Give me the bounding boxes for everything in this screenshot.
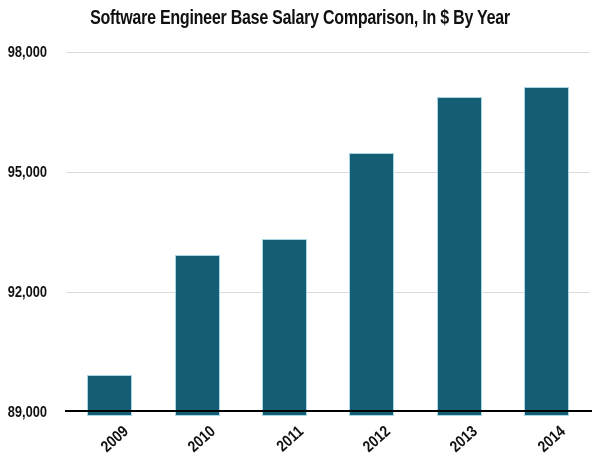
bar-2013	[436, 96, 482, 416]
bar-2010	[174, 254, 220, 416]
y-axis-tick-label: 95,000	[7, 163, 47, 181]
x-axis-tick-label-2010: 2010	[185, 423, 220, 456]
chart-title: Software Engineer Base Salary Comparison…	[90, 7, 510, 29]
bar-2011	[261, 238, 307, 416]
gridline-92000	[66, 292, 590, 293]
y-axis-tick-label: 89,000	[7, 403, 47, 421]
x-axis-tick-label-2012: 2012	[360, 423, 395, 456]
bar-2014	[523, 86, 569, 416]
y-axis-tick-label: 98,000	[7, 43, 47, 61]
gridline-98000	[66, 52, 590, 53]
x-axis-tick-label-2014: 2014	[534, 423, 569, 456]
x-axis-tick-label-2009: 2009	[98, 423, 133, 456]
x-axis-tick-label-2013: 2013	[447, 423, 482, 456]
bar-2009	[87, 374, 133, 416]
x-axis-line	[65, 410, 592, 412]
x-axis-tick-label-2011: 2011	[273, 423, 307, 456]
bar-2012	[349, 152, 395, 416]
y-axis-tick-label: 92,000	[7, 283, 47, 301]
gridline-95000	[66, 172, 590, 173]
